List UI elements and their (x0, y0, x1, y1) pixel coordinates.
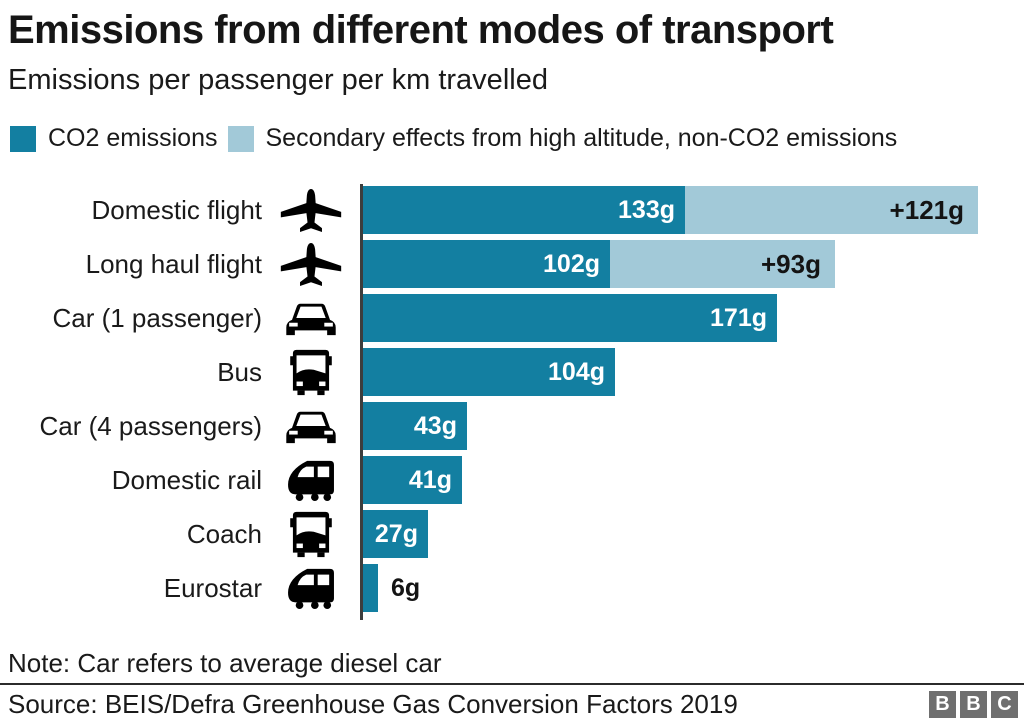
value-label: 43g (413, 411, 457, 440)
bbc-logo-block: C (991, 690, 1018, 718)
secondary-value-label: +121g (889, 194, 964, 225)
footer-divider (0, 683, 1024, 685)
value-label: 41g (408, 465, 452, 494)
bar-co2 (363, 564, 378, 612)
legend-swatch (10, 125, 36, 152)
bar-co2: 104g (363, 348, 615, 396)
bar-co2: 171g (363, 294, 777, 342)
value-label: 104g (548, 357, 605, 386)
legend-item: CO2 emissions (10, 124, 218, 153)
bar-group: 27g (363, 510, 428, 558)
source-text: Source: BEIS/Defra Greenhouse Gas Conver… (8, 688, 738, 719)
legend-swatch (227, 125, 254, 152)
category-label: Bus (217, 357, 262, 387)
value-label: 6g (391, 573, 421, 602)
chart-row: Car (4 passengers) 43g (0, 402, 1024, 450)
plane-icon (280, 188, 342, 232)
chart-area: Domestic flight 133g +121g Long haul flight… (0, 184, 1024, 620)
value-label: 133g (618, 195, 675, 224)
bar-secondary-effects: +121g (685, 186, 978, 234)
category-label: Car (4 passengers) (39, 411, 262, 441)
bar-group: 41g (363, 456, 462, 504)
chart-row: Car (1 passenger) 171g (0, 294, 1024, 342)
bar-co2: 43g (363, 402, 467, 450)
chart-subtitle: Emissions per passenger per km travelled (8, 64, 548, 96)
category-label: Domestic flight (91, 195, 263, 225)
bbc-logo-block: B (960, 690, 987, 718)
bar-co2: 41g (363, 456, 462, 504)
bus-icon (290, 511, 332, 557)
bar-group: 133g +121g (363, 186, 978, 234)
bar-group: 43g (363, 402, 467, 450)
bbc-logo-block: B (929, 690, 956, 718)
bar-group: 104g (363, 348, 615, 396)
legend: CO2 emissions Secondary effects from high… (10, 124, 897, 153)
bar-group: 102g +93g (363, 240, 835, 288)
chart-row: Bus 104g (0, 348, 1024, 396)
value-label: 171g (710, 303, 767, 332)
car-icon (286, 303, 336, 336)
chart-title: Emissions from different modes of transp… (8, 8, 834, 52)
legend-label: CO2 emissions (48, 124, 218, 152)
category-label: Domestic rail (111, 465, 262, 495)
chart-row: Coach 27g (0, 510, 1024, 558)
bar-co2: 27g (363, 510, 428, 558)
bar-secondary-effects: +93g (610, 240, 835, 288)
category-icon-cell (270, 402, 352, 450)
legend-item: Secondary effects from high altitude, no… (227, 124, 898, 153)
bar-co2: 102g (363, 240, 610, 288)
chart-row: Long haul flight 102g +93g (0, 240, 1024, 288)
source-row: Source: BEIS/Defra Greenhouse Gas Conver… (8, 688, 1018, 719)
secondary-value-label: +93g (761, 248, 821, 279)
category-icon-cell (270, 294, 352, 342)
category-label: Coach (186, 519, 262, 549)
value-label: 27g (374, 519, 418, 548)
category-icon-cell (270, 456, 352, 504)
chart-rows: Domestic flight 133g +121g Long haul flight… (0, 186, 1024, 618)
legend-label: Secondary effects from high altitude, no… (265, 124, 898, 152)
category-label: Long haul flight (85, 249, 262, 279)
car-icon (286, 411, 336, 444)
category-icon-cell (270, 186, 352, 234)
bus-icon (290, 349, 332, 395)
bar-group: 171g (363, 294, 777, 342)
category-icon-cell (270, 510, 352, 558)
bar-group: 6g (363, 564, 420, 612)
category-icon-cell (270, 348, 352, 396)
bar-co2: 133g (363, 186, 685, 234)
chart-row: Domestic flight 133g +121g (0, 186, 1024, 234)
plane-icon (280, 242, 342, 286)
category-label: Car (1 passenger) (52, 303, 262, 333)
category-icon-cell (270, 240, 352, 288)
value-label: 102g (543, 249, 600, 278)
note-text: Note: Car refers to average diesel car (8, 648, 442, 678)
train-icon (288, 460, 334, 502)
train-icon (288, 568, 334, 610)
category-icon-cell (270, 564, 352, 612)
chart-row: Eurostar 6g (0, 564, 1024, 612)
chart-row: Domestic rail 41g (0, 456, 1024, 504)
category-label: Eurostar (163, 573, 262, 603)
y-axis-line (360, 184, 363, 620)
